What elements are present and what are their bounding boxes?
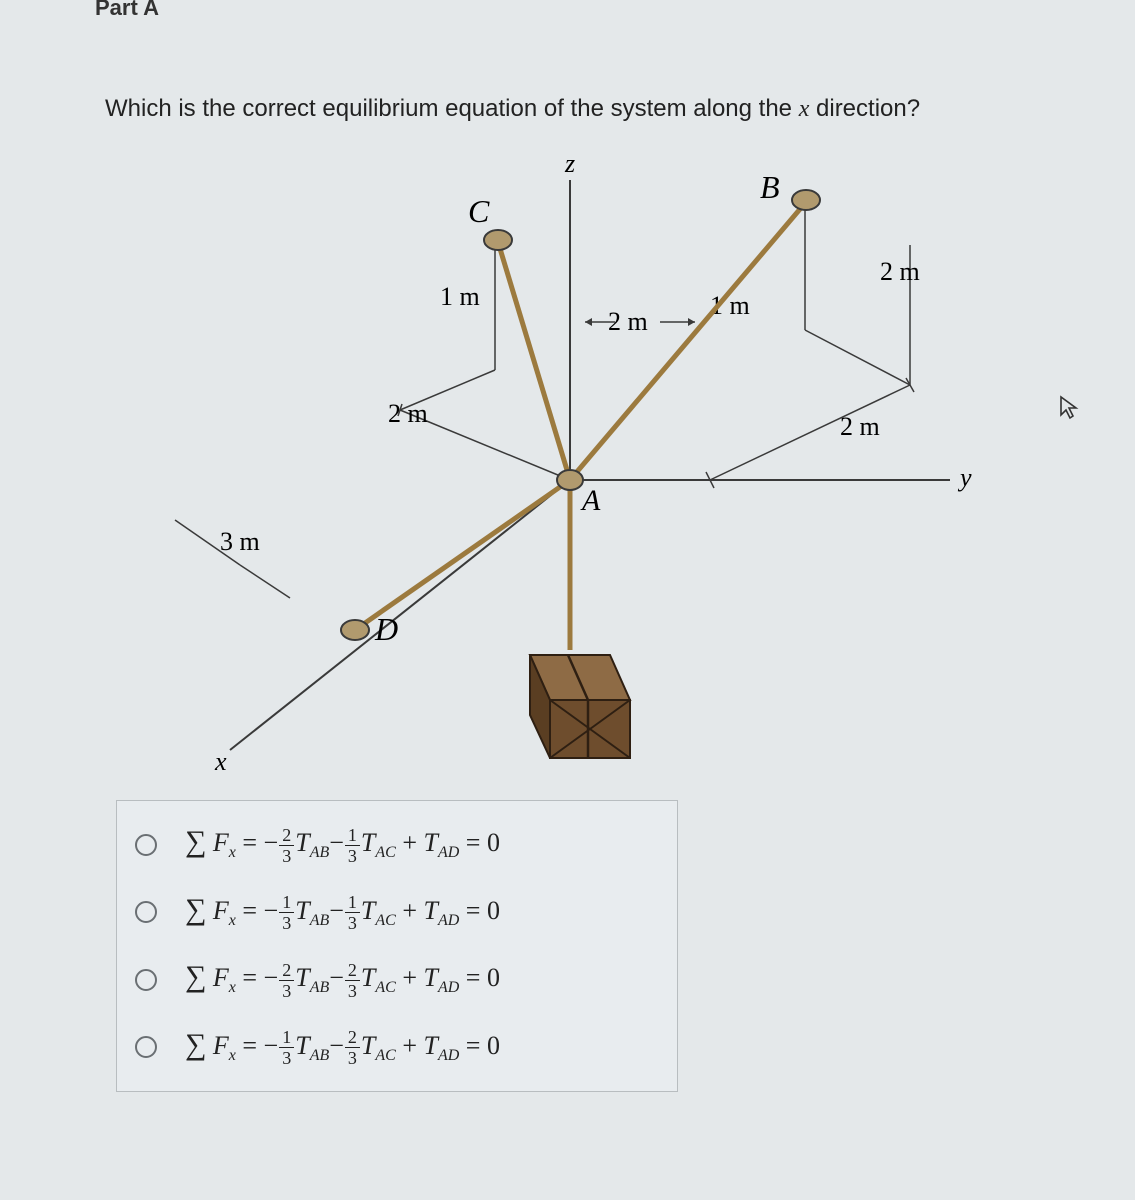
label-D: D — [374, 611, 398, 647]
question-var: x — [799, 96, 810, 122]
dim-AC-horiz: 2 m — [388, 399, 428, 428]
eyebolt-B — [792, 190, 820, 210]
crate-icon — [530, 655, 630, 758]
cursor-icon — [1058, 395, 1080, 427]
option-4-equation: ∑ Fx = −13TAB−23TAC + TAD = 0 — [185, 1028, 500, 1068]
dim-AB-h2: 2 m — [840, 412, 880, 441]
dim-AC-vert: 1 m — [440, 282, 480, 311]
label-A: A — [580, 484, 601, 517]
option-3[interactable]: ∑ Fx = −23TAB−23TAC + TAD = 0 — [117, 946, 677, 1014]
option-1[interactable]: ∑ Fx = −23TAB−13TAC + TAD = 0 — [117, 811, 677, 879]
option-3-equation: ∑ Fx = −23TAB−23TAC + TAD = 0 — [185, 960, 500, 1000]
label-B: B — [760, 169, 780, 205]
option-2[interactable]: ∑ Fx = −13TAB−13TAC + TAD = 0 — [117, 879, 677, 947]
diagram: y x z 1 m 2 m 2 m 2 m — [120, 150, 1020, 770]
radio-3[interactable] — [135, 969, 157, 991]
page: Part A Which is the correct equilibrium … — [0, 0, 1135, 1200]
label-C: C — [468, 193, 490, 229]
question-text: Which is the correct equilibrium equatio… — [105, 95, 920, 123]
section-header: Part A — [95, 0, 159, 21]
radio-1[interactable] — [135, 834, 157, 856]
dim-AB-depth: 2 m — [880, 257, 920, 286]
radio-4[interactable] — [135, 1036, 157, 1058]
eyebolt-D — [341, 620, 369, 640]
dim-AD: 3 m — [220, 527, 260, 556]
eyebolt-A — [557, 470, 583, 490]
question-part2: direction? — [809, 95, 920, 122]
axis-z-label: z — [564, 150, 575, 178]
eyebolt-C — [484, 230, 512, 250]
radio-2[interactable] — [135, 901, 157, 923]
axis-x-label: x — [214, 747, 227, 770]
option-4[interactable]: ∑ Fx = −13TAB−23TAC + TAD = 0 — [117, 1014, 677, 1082]
option-2-equation: ∑ Fx = −13TAB−13TAC + TAD = 0 — [185, 893, 500, 933]
question-part1: Which is the correct equilibrium equatio… — [105, 95, 799, 122]
answer-options: ∑ Fx = −23TAB−13TAC + TAD = 0 ∑ Fx = −13… — [116, 800, 678, 1092]
axis-y-label: y — [957, 463, 972, 492]
option-1-equation: ∑ Fx = −23TAB−13TAC + TAD = 0 — [185, 825, 500, 865]
